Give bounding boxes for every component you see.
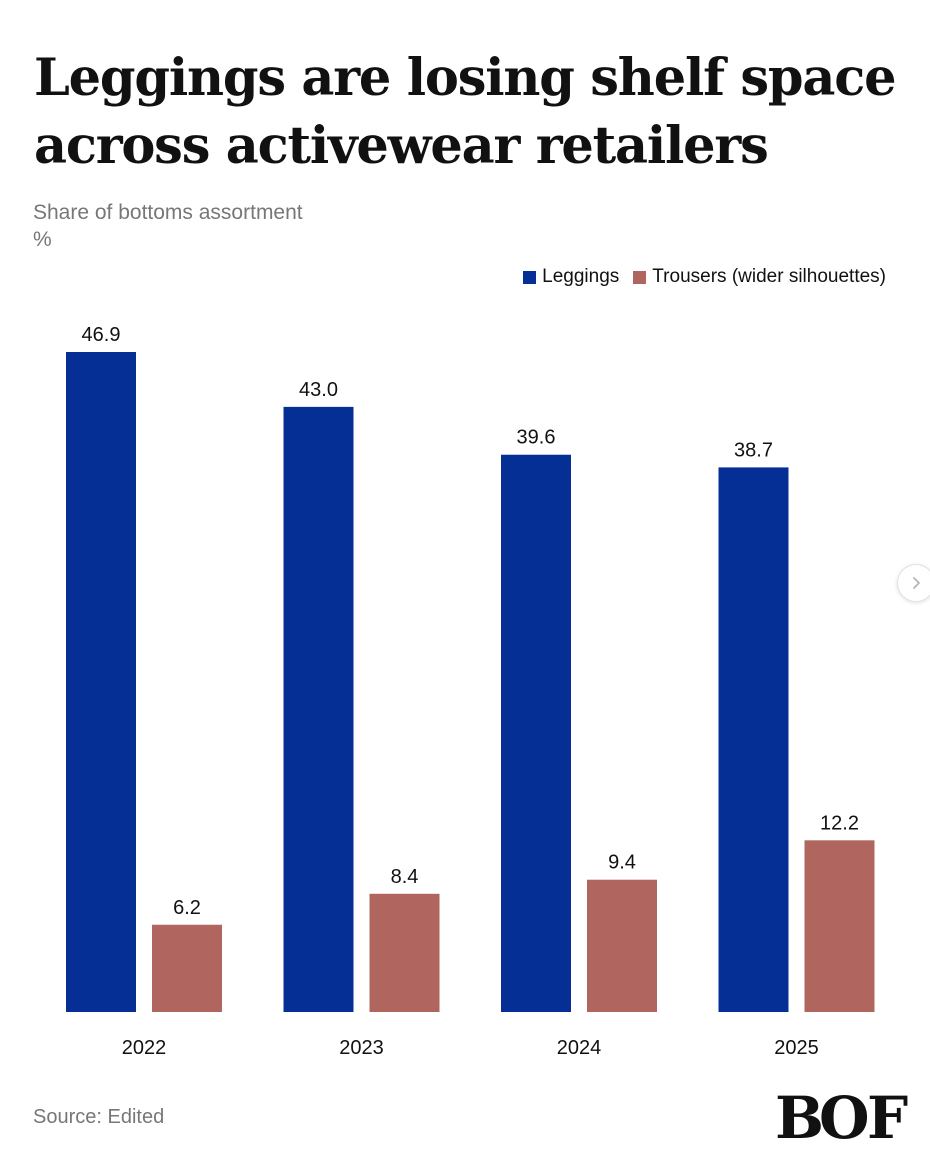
data-label-trousers-2022: 6.2: [173, 897, 201, 919]
chart-title: Leggings are losing shelf space across a…: [34, 48, 897, 176]
unit-label: %: [33, 228, 52, 251]
data-label-leggings-2022: 46.9: [82, 324, 121, 346]
data-label-trousers-2023: 8.4: [391, 866, 419, 888]
data-label-leggings-2023: 43.0: [299, 379, 338, 401]
bar-leggings-2023: [283, 406, 354, 1013]
legend-swatch-leggings: [523, 270, 537, 284]
data-label-leggings-2024: 39.6: [517, 427, 556, 449]
source-note: Source: Edited: [33, 1106, 165, 1128]
svg-text:F: F: [867, 1084, 908, 1148]
next-slide-button[interactable]: [897, 564, 930, 602]
legend: Leggings Trousers (wider silhouettes): [509, 266, 886, 288]
data-label-trousers-2024: 9.4: [608, 852, 636, 874]
legend-label-trousers: Trousers (wider silhouettes): [652, 266, 886, 287]
data-label-trousers-2025: 12.2: [820, 812, 859, 834]
legend-item-trousers: Trousers (wider silhouettes): [633, 266, 886, 288]
bar-trousers-2023: [369, 893, 440, 1012]
bar-leggings-2022: [66, 352, 136, 1012]
legend-label-leggings: Leggings: [542, 266, 620, 287]
bar-leggings-2025: [718, 467, 789, 1012]
x-tick-label-2024: 2024: [557, 1037, 602, 1059]
data-label-leggings-2025: 38.7: [734, 439, 773, 461]
svg-text:O: O: [819, 1084, 870, 1148]
legend-item-leggings: Leggings: [523, 266, 619, 288]
bar-trousers-2024: [587, 879, 657, 1012]
svg-text:B: B: [775, 1084, 822, 1148]
bar-leggings-2024: [501, 454, 571, 1012]
chevron-right-icon: [913, 577, 920, 589]
x-tick-label-2025: 2025: [774, 1037, 819, 1059]
bar-trousers-2025: [804, 840, 875, 1012]
bar-trousers-2022: [152, 924, 222, 1012]
chart-subtitle: Share of bottoms assortment: [33, 201, 303, 224]
x-tick-label-2022: 2022: [122, 1037, 167, 1059]
legend-swatch-trousers: [633, 270, 647, 284]
x-tick-label-2023: 2023: [339, 1037, 384, 1059]
bof-logo: B O F: [775, 1084, 908, 1148]
